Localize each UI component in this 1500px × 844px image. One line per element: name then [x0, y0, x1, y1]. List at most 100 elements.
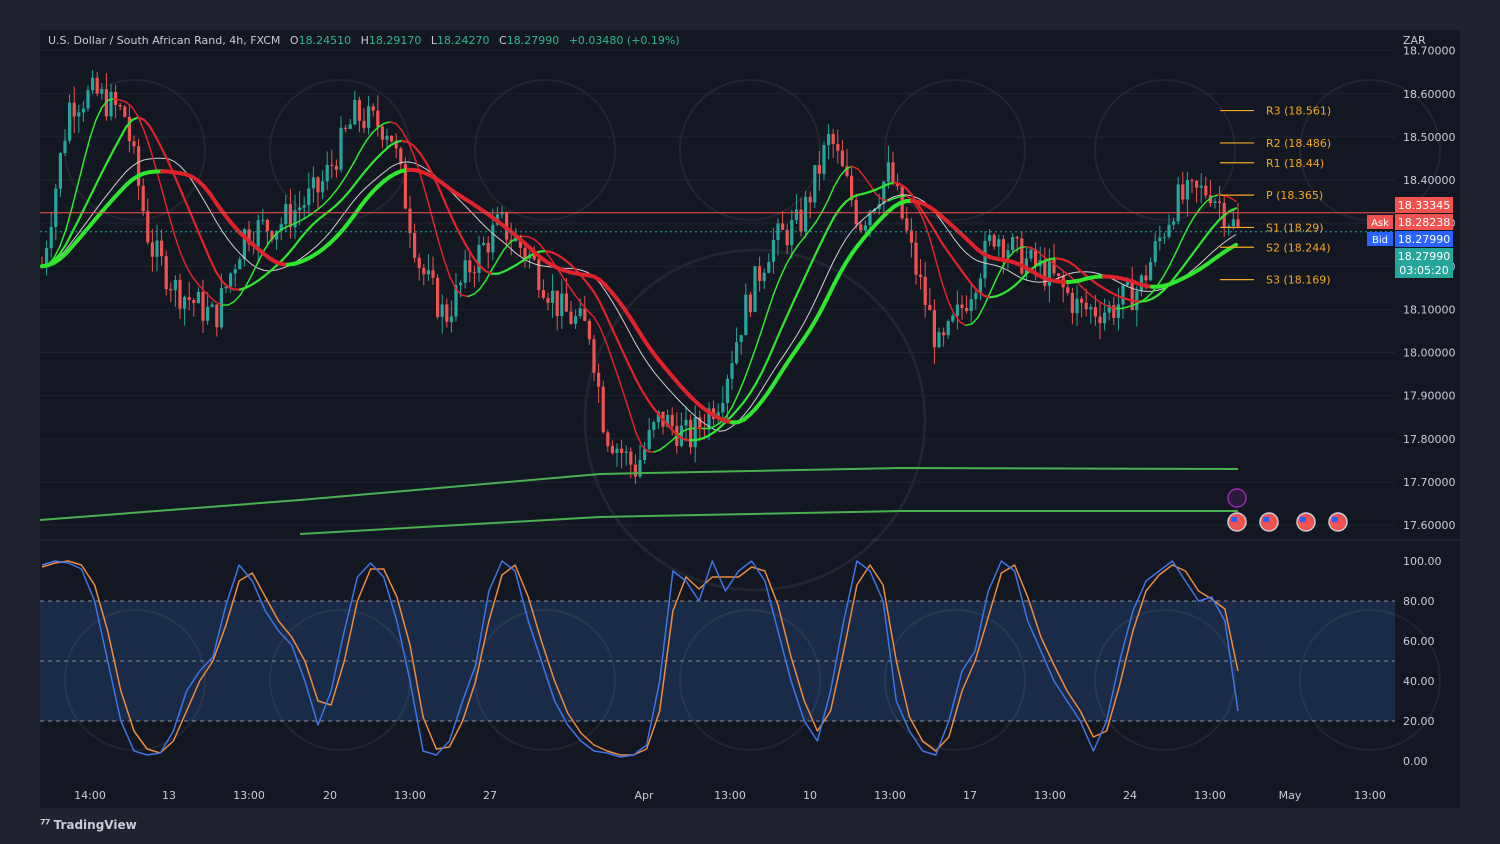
- ma-mid-seg: [1228, 207, 1238, 213]
- ma-fast-seg: [899, 195, 907, 198]
- ma-mid-seg: [112, 136, 122, 151]
- lightning-event-icon[interactable]: [1227, 488, 1247, 508]
- candle-body: [118, 105, 122, 107]
- ma-mid-seg: [58, 243, 68, 255]
- candle-body: [210, 304, 214, 307]
- candle-body: [298, 207, 302, 211]
- ma-mid-seg: [934, 231, 944, 245]
- ma-mid-seg: [220, 279, 230, 289]
- candle-body: [730, 363, 734, 379]
- osc-y-tick-1: 80.00: [1403, 595, 1435, 608]
- watermark-circle-center: [583, 248, 927, 592]
- ma-mid-seg: [550, 251, 560, 257]
- ma-mid-seg: [280, 252, 290, 262]
- ma-mid-seg: [946, 250, 956, 262]
- ma-fast-seg: [275, 228, 283, 235]
- candle-body: [808, 196, 812, 203]
- ma-mid-seg: [940, 241, 950, 253]
- candle-body: [1149, 262, 1153, 281]
- candle-body: [905, 218, 909, 231]
- ma-fast-seg: [941, 281, 949, 302]
- candle-body: [1057, 273, 1061, 276]
- ma-fast-seg: [119, 99, 127, 103]
- ma-fast-seg: [1097, 300, 1105, 306]
- ma-fast-seg: [653, 449, 661, 453]
- candle-body: [1213, 201, 1217, 203]
- ma-fast-seg: [269, 233, 277, 242]
- ma-fast-seg: [545, 251, 553, 262]
- candle-body: [868, 211, 872, 226]
- ma-mid-seg: [970, 283, 980, 293]
- ma-slow-guide: [41, 157, 1237, 432]
- watermark-circle-9: [474, 609, 616, 751]
- ma-mid-seg: [520, 255, 530, 263]
- ma-mid-seg: [556, 254, 566, 261]
- ma-mid-seg: [508, 264, 518, 270]
- osc-y-tick-3: 40.00: [1403, 675, 1435, 688]
- ma-fast-seg: [575, 295, 583, 305]
- ma-fast-seg: [125, 101, 133, 108]
- candle-body: [620, 448, 624, 453]
- ma-fast-seg: [845, 165, 853, 170]
- ma-fast-seg: [737, 379, 745, 396]
- ma-slow-seg: [814, 306, 824, 322]
- ma-mid-seg: [346, 184, 356, 194]
- ma-fast-seg: [89, 119, 97, 139]
- ma-fast-seg: [173, 232, 181, 253]
- exchange-label: FXCM: [250, 34, 281, 47]
- pivot-label-4: S1 (18.29): [1266, 221, 1324, 234]
- ma-mid-seg: [382, 144, 392, 153]
- candle-body: [739, 335, 743, 342]
- candle-body: [486, 242, 490, 253]
- ma-mid-seg: [118, 126, 128, 140]
- ma-fast-seg: [557, 268, 565, 280]
- candle-body: [509, 239, 513, 242]
- us-flag-event-icon[interactable]: [1296, 512, 1316, 532]
- y-tick-10: 17.70000: [1403, 476, 1456, 489]
- ma-fast-seg: [533, 238, 541, 246]
- ma-fast-seg: [131, 106, 139, 118]
- candle-body: [1158, 237, 1162, 242]
- us-flag-event-icon[interactable]: [1227, 512, 1247, 532]
- candle-body: [951, 315, 955, 322]
- tradingview-logo[interactable]: ⁷⁷ TradingView: [40, 818, 137, 833]
- candle-body: [1181, 184, 1185, 200]
- ma-slow-seg: [826, 282, 836, 299]
- ma-mid-seg: [562, 258, 572, 266]
- ma-mid-seg: [1150, 294, 1160, 301]
- ma-fast-seg: [437, 238, 445, 261]
- watermark-circle-2: [474, 79, 616, 221]
- candle-body: [491, 224, 495, 253]
- ma-mid-seg: [748, 382, 758, 395]
- x-tick-4: 13:00: [394, 789, 426, 802]
- candle-body: [592, 339, 596, 373]
- ma-fast-seg: [497, 248, 505, 261]
- us-flag-event-icon[interactable]: [1259, 512, 1279, 532]
- flag-canton-2: [1263, 517, 1269, 522]
- ma-fast-seg: [809, 221, 817, 231]
- candle-body: [417, 257, 421, 268]
- low-value: 18.24270: [437, 34, 490, 47]
- ma-slow-seg: [832, 271, 842, 287]
- ma-fast-seg: [857, 168, 865, 178]
- candle-body: [647, 429, 651, 450]
- ma-fast-seg: [293, 220, 301, 225]
- candle-body: [831, 133, 835, 144]
- candle-body: [261, 219, 265, 221]
- candle-body: [367, 106, 371, 128]
- ma-mid-seg: [610, 327, 620, 343]
- candle-body: [909, 230, 913, 243]
- candle-body: [983, 240, 987, 279]
- candle-body: [1011, 237, 1015, 251]
- candle-body: [771, 240, 775, 262]
- us-flag-event-icon[interactable]: [1328, 512, 1348, 532]
- ma-fast-seg: [1229, 196, 1237, 203]
- ma-fast-seg: [1091, 295, 1099, 302]
- candle-body: [1218, 201, 1222, 203]
- osc-y-tick-4: 20.00: [1403, 715, 1435, 728]
- ma-fast-seg: [389, 121, 397, 125]
- ma-mid-seg: [820, 227, 830, 242]
- ma-fast-seg: [779, 264, 787, 279]
- candle-body: [629, 451, 633, 465]
